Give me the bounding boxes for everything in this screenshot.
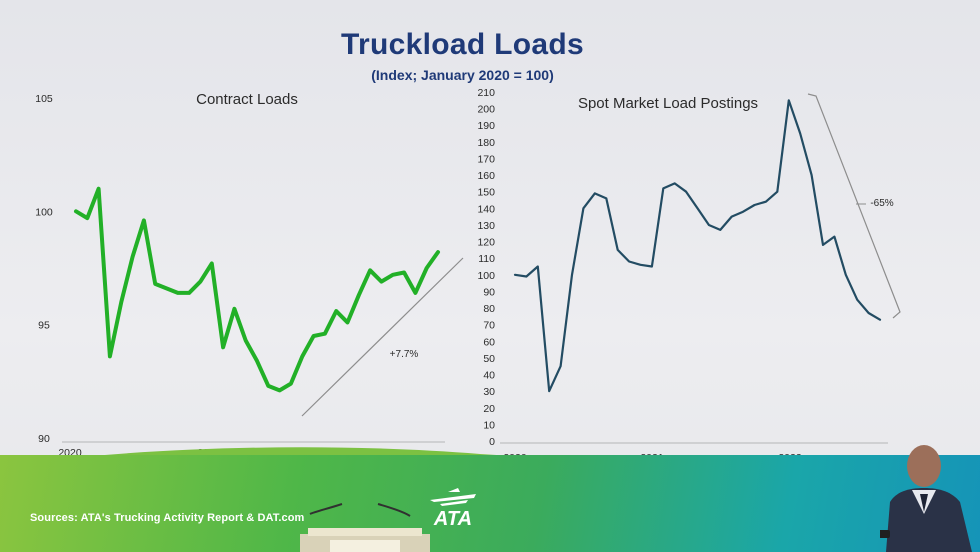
y-tick-label: 100 xyxy=(35,206,53,218)
y-tick-label: 130 xyxy=(477,220,495,232)
chart-title: Contract Loads xyxy=(196,91,298,108)
y-tick-label: 80 xyxy=(483,303,495,315)
sources-note: Sources: ATA's Trucking Activity Report … xyxy=(30,512,305,524)
y-tick-label: 180 xyxy=(477,137,495,149)
y-tick-label: 95 xyxy=(38,320,50,332)
y-tick-label: 170 xyxy=(477,153,495,165)
trend-annotation: +7.7% xyxy=(390,349,419,360)
y-tick-label: 40 xyxy=(483,370,495,382)
y-tick-label: 90 xyxy=(483,286,495,298)
y-tick-label: 160 xyxy=(477,170,495,182)
chart-title: Spot Market Load Postings xyxy=(578,95,758,112)
y-tick-label: 150 xyxy=(477,187,495,199)
y-tick-label: 90 xyxy=(38,433,50,445)
y-tick-label: 120 xyxy=(477,237,495,249)
y-tick-label: 210 xyxy=(477,87,495,99)
podium-icon xyxy=(300,503,430,552)
slide-subtitle: (Index; January 2020 = 100) xyxy=(371,67,554,83)
y-tick-label: 20 xyxy=(483,403,495,415)
slide-title: Truckload Loads xyxy=(341,28,584,61)
decline-annotation: -65% xyxy=(870,198,893,209)
trend-line xyxy=(301,257,464,417)
microphone-icon xyxy=(309,503,343,515)
y-tick-label: 190 xyxy=(477,120,495,132)
y-tick-label: 110 xyxy=(478,253,495,265)
y-tick-label: 50 xyxy=(483,353,495,365)
y-tick-label: 30 xyxy=(483,386,495,398)
y-tick-label: 60 xyxy=(483,336,495,348)
y-tick-label: 140 xyxy=(477,203,495,215)
footer-band xyxy=(0,455,980,552)
contract-loads-line xyxy=(74,186,440,393)
y-tick-label: 200 xyxy=(477,104,495,116)
y-tick-label: 105 xyxy=(35,93,53,105)
y-tick-label: 10 xyxy=(483,419,495,431)
ata-logo-text: ATA xyxy=(433,508,473,530)
y-tick-label: 70 xyxy=(483,320,495,332)
y-tick-label: 100 xyxy=(477,270,495,282)
y-tick-label: 0 xyxy=(489,436,495,448)
speaker-person-icon xyxy=(880,445,972,552)
ata-logo-icon xyxy=(430,488,476,506)
spot-postings-line xyxy=(513,99,882,393)
